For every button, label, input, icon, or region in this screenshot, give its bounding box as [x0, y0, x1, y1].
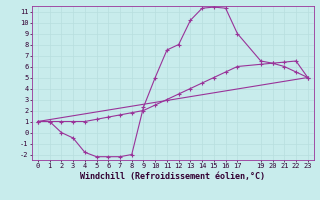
X-axis label: Windchill (Refroidissement éolien,°C): Windchill (Refroidissement éolien,°C) — [80, 172, 265, 181]
